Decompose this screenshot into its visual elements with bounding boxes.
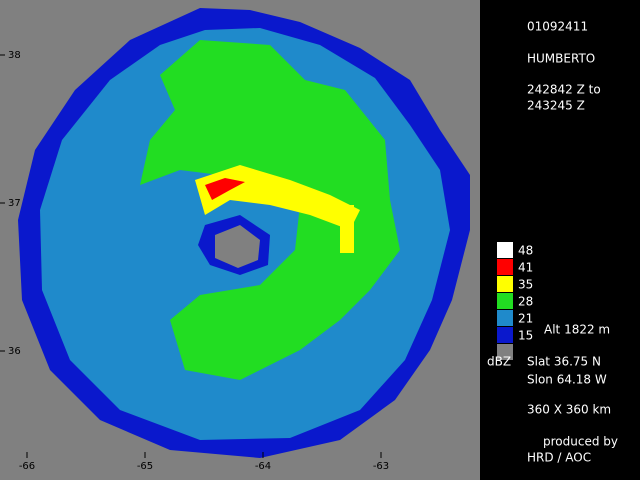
- unit: dBZ: [487, 355, 511, 369]
- legend: 48 41 35 28 21 15: [497, 242, 533, 360]
- legend-label: 28: [518, 295, 533, 309]
- x-tick-label: -65: [137, 461, 153, 472]
- y-tick-label: 37: [8, 198, 21, 209]
- legend-swatch: [497, 259, 513, 275]
- legend-swatch: [497, 276, 513, 292]
- time-to: 243245 Z: [527, 99, 585, 113]
- x-tick-label: -63: [373, 461, 389, 472]
- radar-echo: [18, 8, 470, 458]
- slon: Slon 64.18 W: [527, 373, 607, 387]
- legend-swatch-nodata: [497, 344, 513, 360]
- legend-swatch: [497, 310, 513, 326]
- legend-label: 21: [518, 312, 533, 326]
- legend-swatch: [497, 293, 513, 309]
- time-from: 242842 Z to: [527, 83, 601, 97]
- legend-label: 41: [518, 261, 533, 275]
- storm-name: HUMBERTO: [527, 52, 595, 66]
- legend-swatch: [497, 242, 513, 258]
- axes: -66 -65 -64 -63 38 37 36: [0, 50, 389, 472]
- x-tick-label: -66: [19, 461, 35, 472]
- altitude: Alt 1822 m: [544, 323, 610, 337]
- produced-by: produced by: [543, 435, 618, 449]
- slat: Slat 36.75 N: [527, 355, 601, 369]
- domain-size: 360 X 360 km: [527, 403, 611, 417]
- legend-swatch: [497, 327, 513, 343]
- legend-label: 35: [518, 278, 533, 292]
- legend-label: 15: [518, 329, 533, 343]
- y-tick-label: 38: [8, 50, 21, 61]
- y-tick-label: 36: [8, 346, 21, 357]
- date: 01092411: [527, 20, 588, 34]
- producer: HRD / AOC: [527, 451, 591, 465]
- legend-label: 48: [518, 244, 533, 258]
- x-tick-label: -64: [255, 461, 271, 472]
